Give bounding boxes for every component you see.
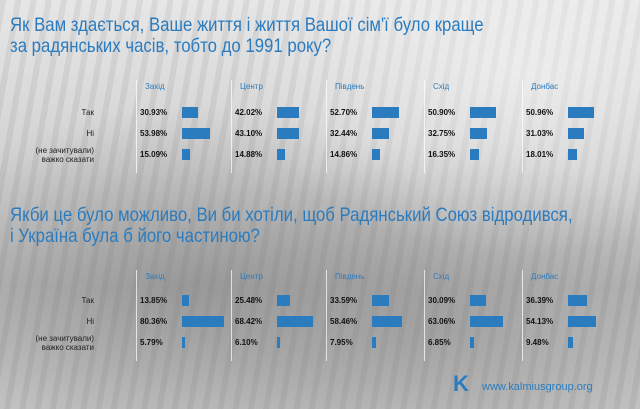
data-bar [568, 149, 577, 160]
data-bar [372, 107, 399, 118]
row-label-yes: Так [81, 296, 94, 305]
data-bar [182, 316, 224, 327]
region-header-2: Південь [335, 272, 365, 281]
row-label-yes: Так [81, 108, 94, 117]
value-label: 6.10% [235, 338, 258, 347]
value-label: 58.46% [330, 317, 358, 326]
value-label: 42.02% [235, 108, 263, 117]
website-link[interactable]: www.kalmiusgroup.org [482, 381, 593, 393]
column-separator [522, 270, 523, 361]
data-bar [470, 128, 487, 139]
kalmius-logo: K [453, 371, 469, 396]
data-bar [182, 295, 189, 306]
region-header-4: Донбас [531, 272, 559, 281]
value-label: 36.39% [526, 296, 554, 305]
row-label-hard-to-say: (не зачитували) важко сказати [35, 334, 95, 352]
region-header-4: Донбас [531, 82, 559, 91]
column-separator [424, 270, 425, 361]
value-label: 33.59% [330, 296, 358, 305]
value-label: 16.35% [428, 150, 456, 159]
value-label: 53.98% [140, 129, 168, 138]
data-bar [470, 107, 496, 118]
value-label: 14.86% [330, 150, 358, 159]
value-label: 50.90% [428, 108, 456, 117]
value-label: 32.44% [330, 129, 358, 138]
data-bar [372, 149, 380, 160]
region-header-3: Схід [433, 272, 450, 281]
value-label: 18.01% [526, 150, 554, 159]
region-header-0: Захід [145, 82, 165, 91]
data-bar [182, 128, 210, 139]
question-2-title: Якби це було можливо, Ви би хотіли, щоб … [10, 205, 573, 247]
value-label: 13.85% [140, 296, 168, 305]
question-2-line-2: і Україна була б його частиною? [10, 225, 260, 247]
data-bar [470, 295, 486, 306]
column-separator [136, 270, 137, 361]
column-separator [326, 270, 327, 361]
question-1-title: Як Вам здається, Ваше життя і життя Вашо… [10, 15, 484, 57]
data-bar [277, 316, 313, 327]
data-bar [470, 149, 479, 160]
data-bar [372, 295, 389, 306]
row-label-no: Ні [86, 129, 94, 138]
row-label-hard-to-say: (не зачитували) важко сказати [35, 146, 95, 164]
row-label-no: Ні [86, 317, 94, 326]
data-bar [182, 337, 185, 348]
data-bar [277, 149, 285, 160]
data-bar [277, 337, 280, 348]
value-label: 63.06% [428, 317, 456, 326]
value-label: 30.93% [140, 108, 168, 117]
value-label: 50.96% [526, 108, 554, 117]
question-2-line-1: Якби це було можливо, Ви би хотіли, щоб … [10, 204, 573, 226]
region-header-1: Центр [240, 82, 263, 91]
question-1-line-2: за радянських часів, тобто до 1991 року? [10, 35, 332, 57]
value-label: 14.88% [235, 150, 263, 159]
value-label: 32.75% [428, 129, 456, 138]
data-bar [568, 337, 573, 348]
data-bar [372, 337, 376, 348]
value-label: 43.10% [235, 129, 263, 138]
question-1-line-1: Як Вам здається, Ваше життя і життя Вашо… [10, 14, 484, 36]
value-label: 54.13% [526, 317, 554, 326]
value-label: 52.70% [330, 108, 358, 117]
column-separator [231, 80, 232, 173]
value-label: 15.09% [140, 150, 168, 159]
column-separator [326, 80, 327, 173]
column-separator [231, 270, 232, 361]
data-bar [277, 128, 299, 139]
value-label: 31.03% [526, 129, 554, 138]
value-label: 7.95% [330, 338, 353, 347]
region-header-2: Південь [335, 82, 365, 91]
value-label: 68.42% [235, 317, 263, 326]
data-bar [568, 107, 594, 118]
region-header-0: Захід [145, 272, 165, 281]
value-label: 30.09% [428, 296, 456, 305]
data-bar [182, 149, 190, 160]
region-header-3: Схід [433, 82, 450, 91]
data-bar [568, 295, 587, 306]
column-separator [136, 80, 137, 173]
data-bar [568, 128, 584, 139]
data-bar [277, 295, 290, 306]
data-bar [470, 337, 474, 348]
data-bar [372, 128, 389, 139]
value-label: 25.48% [235, 296, 263, 305]
data-bar [470, 316, 503, 327]
data-bar [182, 107, 198, 118]
value-label: 9.48% [526, 338, 549, 347]
column-separator [424, 80, 425, 173]
data-bar [277, 107, 299, 118]
data-bar [372, 316, 402, 327]
column-separator [522, 80, 523, 173]
value-label: 5.79% [140, 338, 163, 347]
value-label: 6.85% [428, 338, 451, 347]
value-label: 80.36% [140, 317, 168, 326]
region-header-1: Центр [240, 272, 263, 281]
data-bar [568, 316, 596, 327]
